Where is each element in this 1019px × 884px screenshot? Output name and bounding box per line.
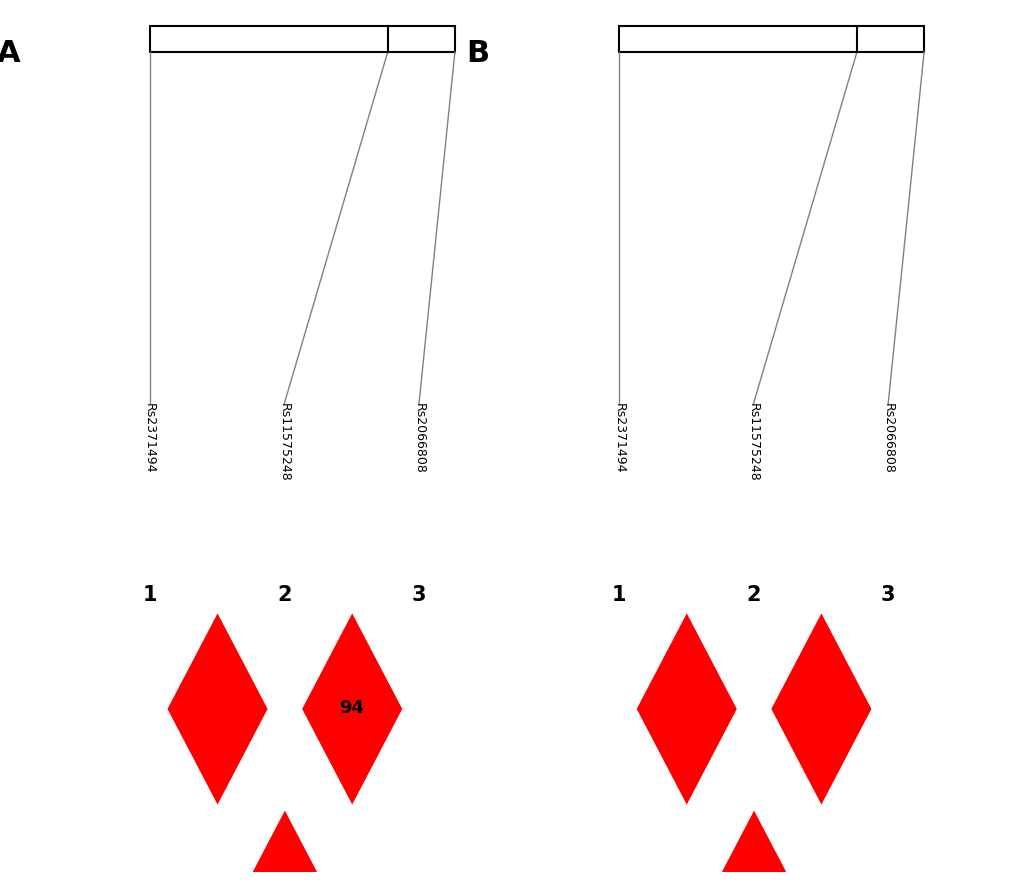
Text: 1: 1 [611, 585, 626, 605]
Text: 3: 3 [880, 585, 895, 605]
Bar [619, 27, 923, 52]
Text: Rs11575248: Rs11575248 [277, 403, 290, 482]
Text: Rs2066808: Rs2066808 [412, 403, 425, 475]
Bar [150, 27, 454, 52]
Text: Rs2066808: Rs2066808 [880, 403, 894, 475]
Text: 2: 2 [277, 585, 291, 605]
Text: B: B [466, 39, 489, 68]
Text: 94: 94 [339, 699, 364, 718]
Text: Rs2371494: Rs2371494 [143, 403, 156, 474]
Text: 2: 2 [746, 585, 760, 605]
Text: 3: 3 [412, 585, 426, 605]
Text: A: A [0, 39, 20, 68]
Text: Rs11575248: Rs11575248 [746, 403, 759, 482]
Text: Rs2371494: Rs2371494 [611, 403, 625, 474]
Text: 1: 1 [143, 585, 157, 605]
